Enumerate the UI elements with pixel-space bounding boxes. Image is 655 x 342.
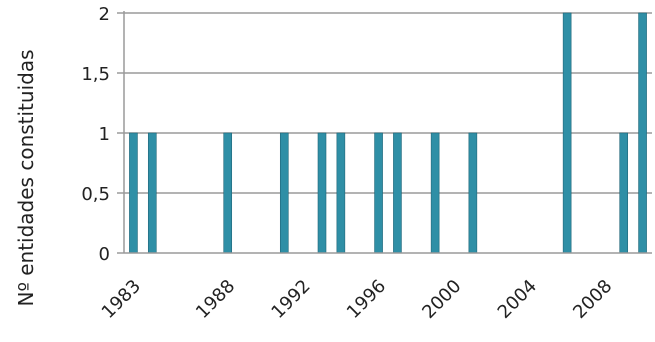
grid — [124, 12, 652, 194]
axes — [117, 11, 652, 254]
bar — [317, 132, 327, 254]
bar — [562, 12, 572, 254]
x-tick-label: 1996 — [343, 276, 390, 323]
bar — [129, 132, 138, 254]
bars — [129, 12, 647, 254]
y-axis-label: Nº entidades constituidas — [14, 49, 38, 306]
bar — [336, 132, 346, 254]
bar — [619, 132, 629, 254]
y-tick-label: 2 — [99, 4, 110, 25]
bar — [430, 132, 440, 254]
x-tick-label: 1983 — [98, 276, 145, 323]
y-tick-label: 0 — [99, 244, 110, 265]
y-tick-label: 1 — [99, 124, 110, 145]
x-tick-label: 2000 — [418, 276, 465, 323]
labels: 0 0,5 1 1,5 2 1983 1988 1992 1996 2000 2004 2008 — [81, 4, 616, 323]
x-tick-label: 2008 — [569, 276, 616, 323]
x-tick-label: 1992 — [267, 276, 314, 323]
x-tick-label: 2004 — [494, 276, 541, 323]
bar — [147, 132, 157, 254]
bar — [638, 12, 647, 254]
bar — [374, 132, 383, 254]
bar — [468, 132, 478, 254]
x-tick-label: 1988 — [192, 276, 239, 323]
bar — [223, 132, 233, 254]
bar — [393, 132, 402, 254]
y-tick-label: 1,5 — [81, 64, 110, 85]
bar — [279, 132, 289, 254]
y-tick-label: 0,5 — [81, 184, 110, 205]
